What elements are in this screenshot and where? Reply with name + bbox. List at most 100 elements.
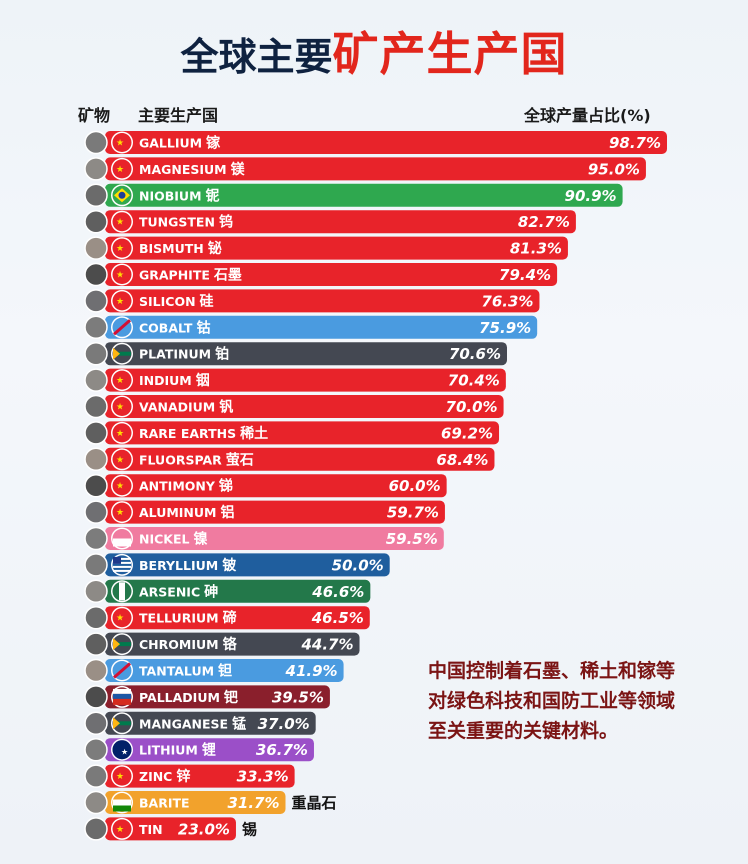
flag-stripe [113,662,131,679]
flag-triangle [113,347,120,360]
flag-star: ★ [116,139,124,149]
mineral-sample-icon [84,658,108,683]
mineral-sample-icon [84,553,108,577]
bar [105,685,330,709]
bar-value-label: 82.7% [518,213,570,231]
bar-row: ★ GRAPHITE 石墨 79.4% [84,262,558,287]
bar [105,131,667,154]
category-en: ALUMINUM [139,505,216,520]
bar-value-label: 59.7% [387,504,439,522]
bar-value-label: 70.6% [449,345,501,363]
flag-china-icon [112,502,132,522]
bar-category-label: BERYLLIUM 铍 [139,557,237,574]
flag-stripe [113,569,131,572]
flag-china-icon [112,133,132,152]
bar-row: ★ ANTIMONY 锑 60.0% [84,473,447,498]
bar-category-label: GRAPHITE 石墨 [139,268,242,284]
bar [105,368,506,392]
flag-china-icon [112,449,132,469]
bar [105,527,444,550]
bar [105,289,540,313]
bar [105,263,558,286]
bar-value-label: 70.0% [446,398,498,416]
category-cn: 锂 [202,742,216,759]
category-cn: 锑 [219,478,233,495]
category-cn: 碲 [223,610,237,627]
bar [105,210,576,234]
flag-triangle [113,638,120,651]
flag-china-icon [112,238,132,258]
bar-value-label: 60.0% [389,477,441,495]
category-en: PLATINUM [139,347,211,362]
flag-star: ★ [116,772,124,782]
category-cn: 铌 [206,187,220,204]
page-title: 全球主要矿产生产国 [0,18,748,84]
flag-half [113,538,131,547]
bar-value-label: 44.7% [300,636,353,654]
bar-value-label: 39.5% [272,688,324,706]
bar [105,817,236,841]
flag-globe [118,191,126,199]
bar [105,553,390,577]
bar [105,764,295,788]
bar-row: MANGANESE 锰 37.0% [84,711,316,736]
bar-value-label: 69.2% [441,424,493,442]
category-cn: 砷 [204,583,218,600]
category-cn: 钴 [196,319,210,336]
flag-china-icon [112,265,132,284]
bar-row: ★ ZINC 锌 33.3% [84,764,295,788]
flag-star: ★ [116,482,124,492]
flag-stripe [113,565,131,568]
category-cn: 钒 [219,400,233,416]
bar-category-label: CHROMIUM 铬 [139,636,238,653]
flag-star: ★ [116,218,124,228]
bar-row: ★ LITHIUM 锂 36.7% [84,737,314,762]
bar-row: BERYLLIUM 铍 50.0% [84,553,390,577]
bar-category-label: BISMUTH 铋 [139,240,222,257]
bar-row: ★ TELLURIUM 碲 46.5% [84,605,370,630]
category-cn: 铝 [220,504,234,521]
flag-star: ★ [116,429,124,439]
category-en: LITHIUM [139,743,198,758]
bar-category-label: FLUORSPAR 萤石 [139,451,254,468]
bar-category-label: VANADIUM 钒 [139,400,233,416]
bar-value-label: 90.9% [565,187,617,205]
category-en: TUNGSTEN [139,215,215,230]
flag-star: ★ [116,271,124,281]
bar-value-label: 98.7% [609,134,661,152]
bar [105,342,507,366]
flag-china-icon [112,370,132,390]
flag-star: ★ [116,508,124,518]
flag-star: ★ [121,748,128,757]
flag-star: ★ [116,165,124,175]
mineral-sample-icon [84,737,108,762]
mineral-sample-icon [84,711,108,736]
bar [105,447,495,471]
bar-value-label: 70.4% [448,372,500,390]
bar [105,659,344,682]
bar [105,579,371,603]
category-en: TIN [139,822,163,837]
bar-value-label: 36.7% [256,741,308,759]
bar-category-label: RARE EARTHS 稀土 [139,425,268,442]
flag-band [113,721,131,726]
category-cn: 石墨 [213,268,242,284]
bar [105,500,445,524]
flag-china-icon [112,159,132,179]
bar-value-label: 68.4% [436,451,488,469]
mineral-sample-icon [84,209,108,234]
mineral-sample-icon [84,130,108,155]
flag-band [119,582,125,601]
category-cn-outside: 锡 [242,820,257,838]
flag-band [113,642,131,647]
bar-value-label: 46.6% [311,583,364,601]
category-cn: 铋 [208,240,222,257]
category-en: NIOBIUM [139,188,202,203]
bar-category-label: ANTIMONY 锑 [139,478,233,495]
mineral-sample-icon [84,183,108,208]
bar-value-label: 31.7% [227,794,279,812]
bar-row: ★ FLUORSPAR 萤石 68.4% [84,447,495,472]
bar-row: NIOBIUM 铌 90.9% [84,183,623,208]
category-en: ANTIMONY [139,479,216,494]
category-cn: 硅 [200,293,214,310]
